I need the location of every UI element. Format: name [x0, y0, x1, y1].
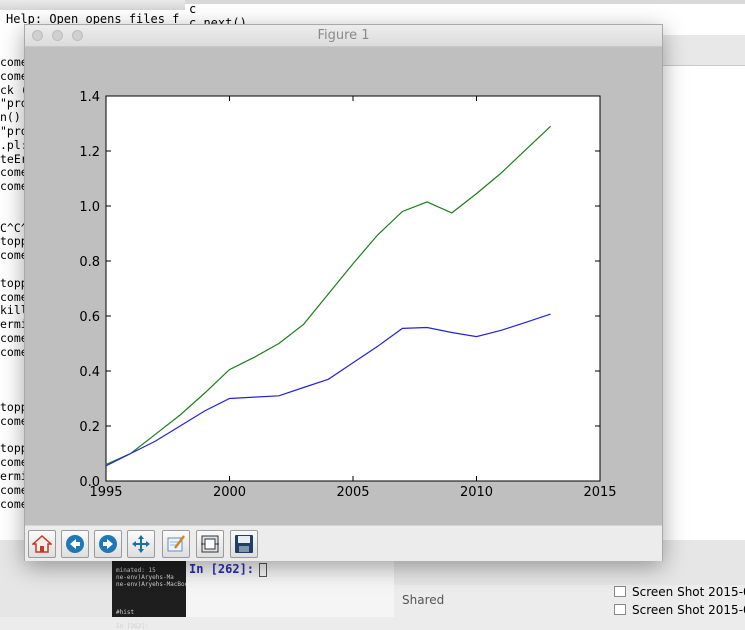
- close-window-button[interactable]: [32, 30, 43, 41]
- ipython-cursor[interactable]: [259, 563, 267, 577]
- zoom-rect-icon: [167, 535, 185, 552]
- x-tick-label: 2015: [583, 485, 616, 500]
- save-button[interactable]: [230, 530, 258, 558]
- figure-title: Figure 1: [317, 28, 370, 43]
- axis-ticks: 0.0 0.2 0.4 0.6 0.8 1.0 1.2 1.4 1995 2000 2005 2010…: [79, 90, 616, 500]
- series-line-0: [105, 125, 552, 466]
- terminal-line: "pro: [0, 96, 28, 111]
- finder-shared-label: Shared: [402, 593, 445, 607]
- terminal-output: come come ck ("pro n() "pro .pl: teEr come come …: [0, 55, 28, 511]
- terminal-help-line: Help: Open opens files f: [6, 12, 180, 26]
- y-tick-label: 0.6: [79, 310, 100, 325]
- forward-arrow-icon: [99, 535, 117, 553]
- terminal-line: come: [0, 413, 28, 428]
- terminal-line: come: [0, 330, 28, 345]
- y-tick-label: 0.0: [79, 475, 100, 490]
- back-arrow-icon: [66, 535, 84, 553]
- finder-sidebar: [394, 585, 745, 617]
- x-tick-label: 2005: [336, 485, 369, 500]
- ipython-tiny-line: In [262]:: [116, 623, 149, 630]
- pan-icon: [132, 535, 150, 553]
- editor-side-panel: [655, 35, 745, 66]
- forward-button[interactable]: [94, 530, 122, 558]
- y-tick-label: 0.2: [79, 420, 100, 435]
- figure-titlebar[interactable]: Figure 1: [25, 25, 662, 47]
- terminal-line: come: [0, 455, 28, 470]
- plot-lines: [105, 125, 552, 467]
- home-button[interactable]: [28, 530, 56, 558]
- y-tick-label: 1.2: [79, 145, 100, 160]
- file-name: Screen Shot 2015-0: [632, 585, 745, 599]
- terminal-line: come: [0, 248, 28, 263]
- finder-file-item[interactable]: Screen Shot 2015-0: [614, 603, 745, 617]
- terminal-line: C^C^: [0, 220, 28, 235]
- terminal-line: "pro: [0, 123, 28, 138]
- ipython-tiny-line: minated: 15: [116, 567, 156, 574]
- configure-subplots-button[interactable]: [196, 530, 224, 558]
- terminal-line: come: [0, 496, 28, 511]
- terminal-line: come: [0, 165, 28, 180]
- x-tick-label: 1995: [89, 485, 122, 500]
- figure-window: Figure 1 0.0 0.2 0.4 0.6 0.8 1.0 1.2 1.4 1995 200…: [24, 24, 663, 561]
- terminal-line: topp: [0, 399, 28, 414]
- save-icon: [235, 535, 253, 553]
- terminal-line: come: [0, 179, 28, 194]
- y-tick-label: 0.8: [79, 255, 100, 270]
- finder-file-item[interactable]: Screen Shot 2015-0: [614, 585, 745, 599]
- terminal-line: topp: [0, 275, 28, 290]
- editor-titlebar: [185, 0, 745, 4]
- minimize-window-button[interactable]: [52, 30, 63, 41]
- series-line-1: [105, 313, 551, 467]
- terminal-titlebar: [0, 0, 185, 10]
- file-icon: [614, 586, 626, 597]
- back-button[interactable]: [61, 530, 89, 558]
- terminal-line: come: [0, 68, 28, 83]
- editor-line: c: [189, 2, 197, 16]
- terminal-line: come: [0, 482, 28, 497]
- terminal-line: come: [0, 289, 28, 304]
- plot-axes-frame: [105, 95, 601, 482]
- figure-toolbar: [25, 525, 662, 561]
- terminal-line: ermi: [0, 317, 28, 332]
- terminal-line: ermi: [0, 468, 28, 483]
- terminal-line: come: [0, 55, 28, 69]
- terminal-line: topp: [0, 441, 28, 456]
- ipython-console-pane: [186, 560, 394, 617]
- ipython-prompt: In [262]:: [189, 562, 255, 576]
- ipython-tiny-line: ne-env)Aryehs-Ma: [116, 574, 174, 581]
- terminal-line: topp: [0, 234, 28, 249]
- ipython-tiny-line: #hist: [116, 609, 135, 616]
- y-tick-label: 0.4: [79, 365, 100, 380]
- terminal-line: come: [0, 344, 28, 359]
- zoom-button[interactable]: [162, 530, 190, 558]
- zoom-window-button[interactable]: [72, 30, 83, 41]
- y-tick-label: 1.4: [79, 90, 100, 105]
- terminal-line: .pl:: [0, 137, 28, 152]
- terminal-line: n(): [0, 110, 21, 125]
- terminal-line: kill: [0, 303, 28, 318]
- subplots-icon: [201, 535, 219, 553]
- file-name: Screen Shot 2015-0: [632, 603, 745, 617]
- y-tick-label: 1.0: [79, 200, 100, 215]
- x-tick-label: 2000: [213, 485, 246, 500]
- ipython-tiny-line: [116, 616, 369, 623]
- terminal-line: teEr: [0, 151, 28, 166]
- pan-button[interactable]: [127, 530, 155, 558]
- x-tick-label: 2010: [460, 485, 493, 500]
- file-icon: [614, 604, 626, 615]
- home-icon: [32, 534, 52, 553]
- plot-canvas[interactable]: 0.0 0.2 0.4 0.6 0.8 1.0 1.2 1.4 1995 2000 2005 2010…: [25, 46, 662, 524]
